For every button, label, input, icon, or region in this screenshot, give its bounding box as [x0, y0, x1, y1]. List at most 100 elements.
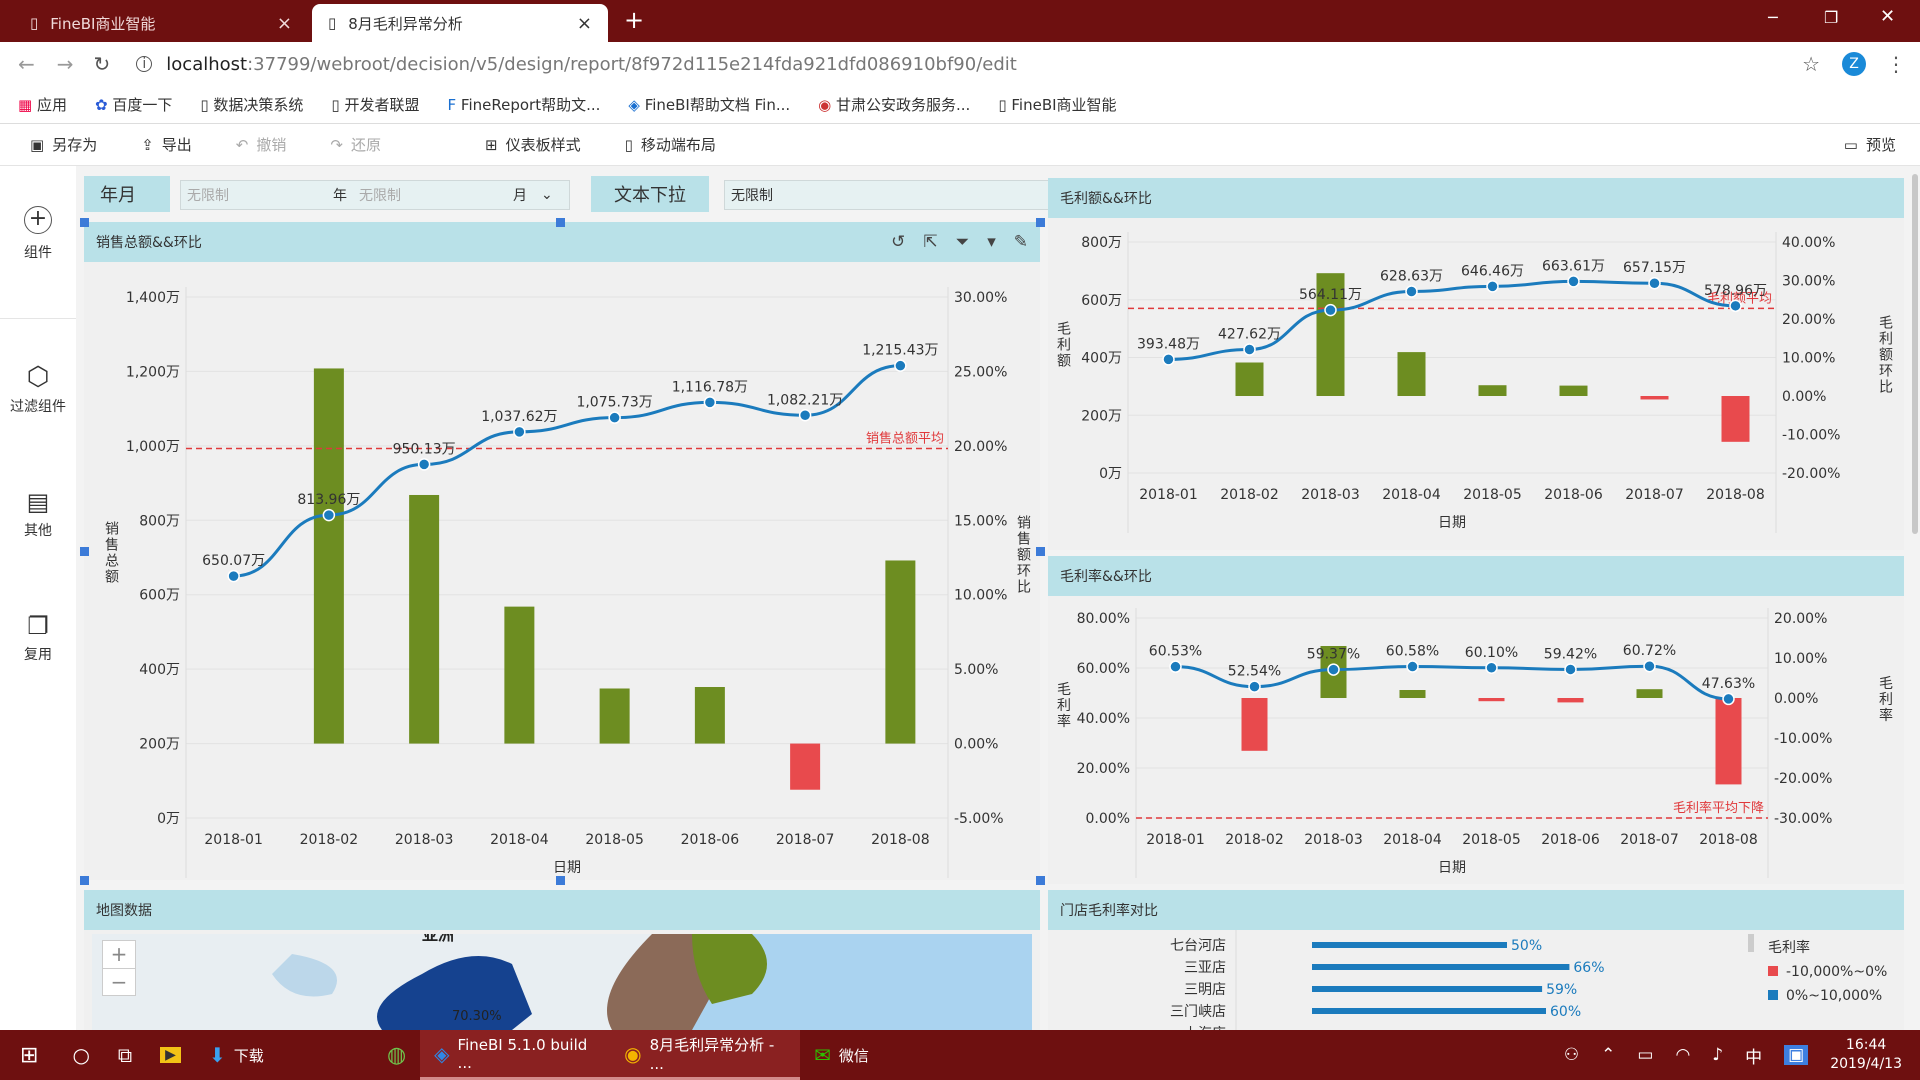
finebi-app[interactable]: ◈ FineBI 5.1.0 build ... [420, 1030, 611, 1080]
filter-icon[interactable]: ⏷ [955, 232, 970, 252]
resize-handle[interactable] [1036, 218, 1045, 227]
gross-profit-widget[interactable]: 毛利额&&环比 0万 200万 400万 600万 800万 -20.00% -10.00%… [1048, 178, 1904, 550]
zoom-in-button[interactable]: + [103, 941, 135, 969]
export-button[interactable]: ⇪ 导出 [141, 135, 192, 155]
map-widget[interactable]: 地图数据 70.30% 亚洲 + − [84, 890, 1040, 1030]
bookmark-gansu[interactable]: ◉ 甘肃公安政务服务... [818, 96, 971, 114]
y-tick-label: 1,400万 [126, 290, 180, 306]
chevron-up-icon[interactable]: ⌃ [1601, 1045, 1616, 1065]
bookmark-apps[interactable]: ▦ 应用 [18, 96, 67, 114]
task-view-button[interactable]: ⧉ [104, 1030, 146, 1080]
data-label: 578.96万 [1704, 283, 1767, 299]
chevron-down-icon[interactable]: ⌄ [541, 187, 553, 203]
bookmark-dev[interactable]: ▯ 开发者联盟 [331, 96, 420, 114]
ime-indicator[interactable]: 中 [1745, 1047, 1763, 1068]
close-icon[interactable]: × [276, 12, 292, 34]
url-field[interactable]: localhost:37799/webroot/decision/v5/desi… [166, 53, 1017, 75]
clock[interactable]: 16:44 2019/4/13 [1830, 1037, 1902, 1072]
data-label: 564.11万 [1299, 287, 1362, 303]
undo-button[interactable]: ↶ 撤销 [235, 135, 287, 155]
month-input[interactable]: 无限制 [359, 188, 401, 204]
resize-handle[interactable] [1036, 876, 1045, 885]
mobile-layout-button[interactable]: ▯ 移动端布局 [624, 135, 716, 155]
zoom-out-button[interactable]: − [110, 970, 128, 994]
resize-handle[interactable] [80, 218, 89, 227]
bookmark-finebi[interactable]: ▯ FineBI商业智能 [998, 96, 1117, 114]
y-tick-label: 60.00% [1077, 661, 1130, 677]
sidebar-item-components[interactable]: + 组件 [24, 206, 52, 261]
info-icon[interactable]: i [136, 56, 153, 72]
close-icon[interactable]: × [576, 12, 592, 34]
dropdown-icon[interactable]: ▾ [987, 232, 996, 252]
tab-margin-analysis[interactable]: ▯ 8月毛利异常分析 × [312, 4, 608, 42]
y-tick-label: 200万 [139, 737, 180, 753]
x-tick-label: 2018-01 [1146, 832, 1205, 848]
x-tick-label: 2018-05 [1463, 487, 1522, 503]
map-view[interactable]: 70.30% 亚洲 [92, 934, 1032, 1030]
restore-button[interactable]: ❐ [1824, 8, 1839, 27]
store-margin-widget[interactable]: 门店毛利率对比 七台河店 50% 三亚店 66% 三明店 59% 三门峡店 60% 上海店 毛利率… [1048, 890, 1904, 1030]
bookmark-finereport[interactable]: F FineReport帮助文... [447, 96, 601, 114]
sidebar-item-filter[interactable]: ⬡ 过滤组件 [0, 362, 76, 416]
year-month-picker[interactable]: 无限制 年 无限制 月 ⌄ [180, 180, 570, 210]
bookmark-decision[interactable]: ▯ 数据决策系统 [200, 96, 304, 114]
back-icon[interactable]: ← [18, 52, 35, 76]
volume-icon[interactable]: ♪ [1712, 1045, 1724, 1065]
redo-button[interactable]: ↷ 还原 [330, 135, 381, 155]
text-dropdown[interactable]: 无限制 ⌄ [724, 180, 1104, 210]
download-app[interactable]: ⬇ 下载 [208, 1043, 264, 1067]
menu-icon[interactable]: ⋮ [1886, 52, 1906, 76]
bookmark-finebi-doc[interactable]: ◈ FineBI帮助文档 Fin... [628, 96, 791, 114]
year-input[interactable]: 无限制 [187, 188, 229, 204]
x-tick-label: 2018-02 [1225, 832, 1284, 848]
finereport-icon: F [447, 96, 457, 114]
reference-line-label: 毛利额平均 [1707, 291, 1772, 306]
y-axis-title: 总 [105, 554, 119, 570]
canvas-scrollbar[interactable] [1912, 174, 1918, 534]
x-tick-label: 2018-03 [395, 832, 454, 848]
close-window-button[interactable]: ✕ [1880, 6, 1896, 27]
resize-handle[interactable] [80, 876, 89, 885]
battery-icon[interactable]: ▭ [1637, 1045, 1654, 1065]
resize-handle[interactable] [556, 876, 565, 885]
text-dropdown-label: 文本下拉 [591, 176, 709, 212]
map-region[interactable] [607, 934, 719, 1030]
forward-icon[interactable]: → [56, 52, 74, 76]
tab-title: FineBI商业智能 [50, 14, 156, 33]
y-axis-title: 售 [105, 538, 119, 554]
save-as-button[interactable]: ▣ 另存为 [30, 135, 98, 155]
dashboard-style-button[interactable]: ⊞ 仪表板样式 [484, 135, 581, 155]
minimize-button[interactable]: ─ [1768, 8, 1778, 27]
resize-handle[interactable] [1036, 547, 1045, 556]
save-icon: ▣ [30, 135, 45, 154]
notification-icon[interactable]: ▣ [1784, 1045, 1809, 1065]
start-button[interactable]: ⊞ [0, 1030, 58, 1080]
star-icon[interactable]: ☆ [1802, 52, 1820, 76]
expand-icon[interactable]: ⇱ [923, 232, 938, 252]
bookmark-baidu[interactable]: ✿ 百度一下 [94, 96, 173, 114]
preview-button[interactable]: ▭ 预览 [1843, 135, 1896, 155]
wifi-icon[interactable]: ◠ [1675, 1045, 1691, 1065]
design-toolbar: ▣ 另存为 ⇪ 导出 ↶ 撤销 ↷ 还原 ⊞ 仪表板样式 ▯ 移动端布局 ▭ 预览 [0, 124, 1920, 166]
map-region[interactable] [377, 956, 532, 1030]
map-region[interactable] [692, 934, 767, 1004]
margin-widget[interactable]: 毛利率&&环比 0.00% 20.00% 40.00% 60.00% 80.00% -30… [1048, 556, 1904, 884]
data-point [1327, 663, 1340, 676]
edit-icon[interactable]: ✎ [1013, 232, 1028, 252]
profile-avatar[interactable]: Z [1842, 52, 1866, 76]
resize-handle[interactable] [80, 547, 89, 556]
reload-icon[interactable]: ↻ [93, 52, 111, 76]
wechat-app[interactable]: ✉ 微信 [814, 1043, 869, 1067]
people-icon[interactable]: ⚇ [1563, 1045, 1580, 1065]
tab-finebi[interactable]: ▯ FineBI商业智能 × [14, 4, 308, 42]
chrome-app[interactable]: ◉ 8月毛利异常分析 - ... [610, 1030, 801, 1080]
new-tab-button[interactable]: + [624, 6, 645, 34]
player-app[interactable]: ▶ [146, 1030, 195, 1080]
search-button[interactable]: ○ [58, 1030, 103, 1080]
sales-widget[interactable]: 销售总额&&环比 ↺ ⇱ ⏷ ▾ ✎ 0万 200万 400万 600万 800万 1,0… [84, 222, 1040, 880]
reset-icon[interactable]: ↺ [891, 232, 906, 252]
refresh-app[interactable]: ◍ [373, 1030, 420, 1080]
sidebar-item-other[interactable]: ▤ 其他 [0, 488, 76, 540]
sidebar-item-reuse[interactable]: ❐ 复用 [0, 612, 76, 664]
resize-handle[interactable] [556, 218, 565, 227]
